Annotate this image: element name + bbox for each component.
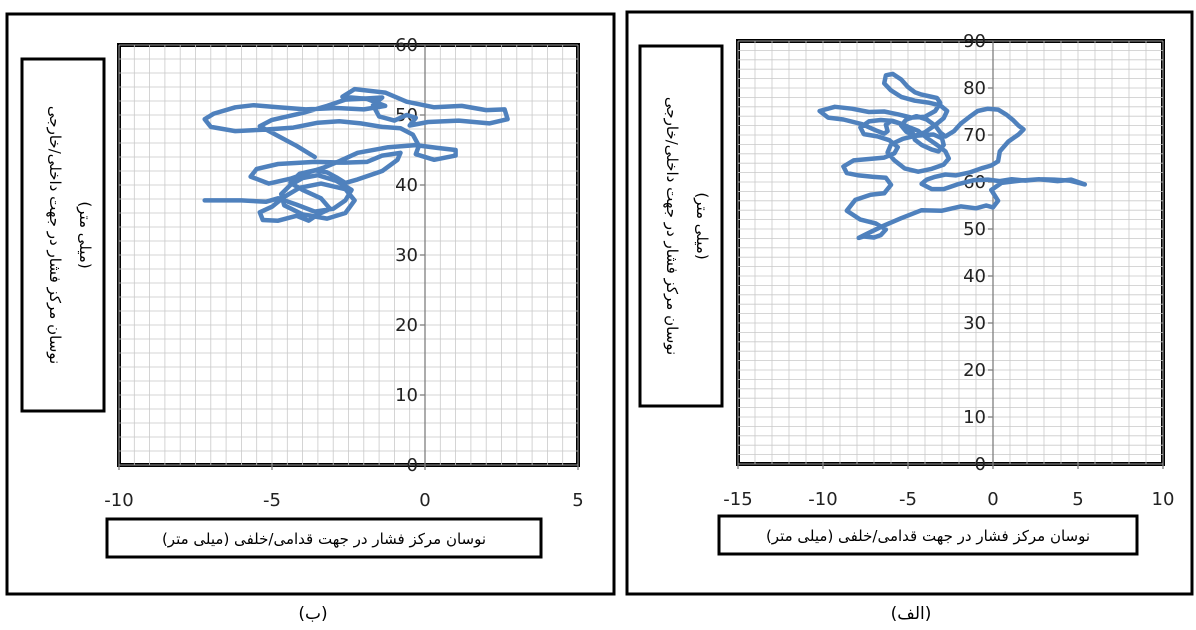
panel-alef: 0 10 20 30 40 50 60 70 80 90 -15 -10 -5 0 5 10 نوسان مر… [625,10,1194,596]
panel-alef-plot-frame [736,39,1165,466]
panel-alef-x-tick-label: -15 [723,489,752,510]
panel-alef-y-tick-label: 60 [963,172,986,193]
panel-alef-tick-labels: 0 10 20 30 40 50 60 70 80 90 -15 -10 -5 0 5 10 [723,31,1174,510]
panel-alef-series [817,71,1088,241]
panel-alef-axes [737,40,1164,469]
panel-alef-y-tick-label: 70 [963,125,986,146]
panel-b-ylabel-line1: نوسان مرکز فشار در جهت داخلی/خارجی [46,106,64,364]
panel-alef-x-tick-label: 5 [1072,489,1083,510]
panel-b-outer-frame [5,12,616,596]
panel-alef-x-tick-label: 10 [1152,489,1175,510]
panel-b-cop-trajectory [202,86,510,223]
panel-b-y-tick-label: 10 [395,385,418,406]
panel-b-y-tick-label: 40 [395,175,418,196]
panel-alef-xlabel-box [717,514,1139,556]
panel-alef-caption: (الف) [891,604,932,624]
panel-b-y-tick-label: 20 [395,315,418,336]
panel-alef-x-tick-label: -10 [808,489,837,510]
panel-alef-outer-frame [625,10,1194,596]
panel-alef-y-tick-label: 50 [963,219,986,240]
panel-alef-y-tick-label: 0 [975,454,986,475]
panel-b-x-tick-label: -5 [263,490,281,511]
panel-alef-ylabel-line1: نوسان مرکز فشار در جهت داخلی/خارجی [663,97,681,355]
panel-alef-cop-trajectory [817,71,1088,241]
panel-b-xlabel-box [105,517,543,559]
panel-alef-y-tick-label: 80 [963,78,986,99]
panel-alef-x-tick-label: 0 [987,489,998,510]
panel-b-caption: (ب) [298,604,327,624]
panel-b-axes [118,44,579,470]
panel-b-ylabel-line2: (میلی متر) [76,201,94,268]
panel-b-series [202,86,510,223]
panel-b-x-tick-label: 0 [419,490,430,511]
panel-alef-x-tick-label: -5 [899,489,917,510]
panel-b-x-tick-label: -10 [104,490,133,511]
panel-alef-gridlines [737,40,1164,465]
panel-alef-y-tick-label: 90 [963,31,986,52]
panel-alef-ylabel-box [638,44,724,408]
panel-alef-y-tick-label: 20 [963,360,986,381]
panel-b-xlabel: نوسان مرکز فشار در جهت قدامی/خلفی (میلی … [162,530,486,548]
panel-alef-y-tick-label: 40 [963,266,986,287]
panel-alef-y-tick-label: 30 [963,313,986,334]
panel-alef-ylabel-line2: (میلی متر) [693,192,711,259]
panel-b-y-tick-label: 60 [395,35,418,56]
panel-b-ylabel-box [20,57,106,413]
panel-alef-y-tick-label: 10 [963,407,986,428]
panel-b-y-tick-label: 30 [395,245,418,266]
panel-alef-xlabel: نوسان مرکز فشار در جهت قدامی/خلفی (میلی … [766,527,1090,545]
panel-b-y-tick-label: 0 [407,455,418,476]
panel-b-x-tick-label: 5 [572,490,583,511]
